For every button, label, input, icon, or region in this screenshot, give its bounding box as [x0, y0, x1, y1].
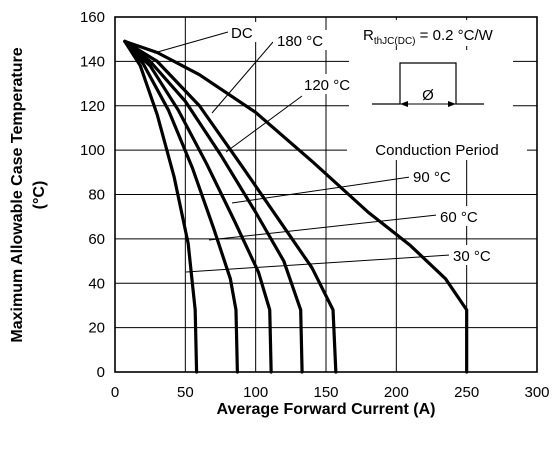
x-tick-label: 0 — [111, 384, 119, 401]
series-line-3 — [123, 39, 273, 374]
x-tick-label: 100 — [243, 384, 268, 401]
rth-subscript: thJC(DC) — [374, 36, 416, 47]
label-120-background — [300, 74, 362, 94]
rth-value: = 0.2 °C/W — [416, 27, 494, 44]
y-axis-title-line1: Maximum Allowable Case Temperature — [9, 47, 26, 342]
series-label-dc: DC — [231, 25, 253, 42]
x-axis-title: Average Forward Current (A) — [217, 401, 436, 418]
series-label-180: 180 °C — [277, 33, 323, 50]
inset-caption: Conduction Period — [375, 142, 498, 159]
series-label-90: 90 °C — [413, 169, 451, 186]
x-tick-label: 50 — [177, 384, 194, 401]
x-tick-label: 150 — [313, 384, 338, 401]
rth-symbol: R — [363, 27, 374, 44]
inset-background — [349, 50, 513, 140]
label-180-background — [273, 30, 335, 50]
y-axis-title-line2: (°C) — [31, 181, 48, 210]
leader-120 — [225, 95, 303, 153]
series-label-leaders — [153, 31, 451, 273]
x-tick-label: 250 — [454, 384, 479, 401]
x-tick-label: 300 — [524, 384, 549, 401]
series-line-1 — [123, 39, 338, 374]
label-30-background — [449, 245, 501, 265]
rth-annotation: RthJC(DC) = 0.2 °C/W — [363, 27, 494, 47]
series-label-30: 30 °C — [453, 248, 491, 265]
leader-60 — [208, 214, 438, 241]
y-tick-label: 120 — [80, 98, 105, 115]
rth-background — [358, 20, 535, 46]
y-tick-label: 80 — [88, 187, 105, 204]
x-tick-labels: 0 50 100 150 200 250 300 — [111, 384, 550, 401]
y-tick-label: 0 — [97, 364, 105, 381]
inset-caption-background — [347, 140, 527, 160]
y-tick-label: 140 — [80, 53, 105, 70]
series-label-60: 60 °C — [440, 209, 478, 226]
y-tick-label: 40 — [88, 275, 105, 292]
conduction-period-icon: Ø — [372, 62, 484, 107]
leader-dc — [153, 31, 229, 54]
series-line-4 — [123, 39, 239, 374]
plot-frame — [114, 16, 538, 373]
y-tick-label: 100 — [80, 142, 105, 159]
series-line-2 — [123, 39, 304, 374]
series-label-120: 120 °C — [304, 77, 350, 94]
y-tick-label: 60 — [88, 231, 105, 248]
label-60-background — [436, 206, 488, 226]
leader-180 — [211, 41, 274, 114]
leader-90 — [231, 176, 411, 204]
y-tick-labels: 0 20 40 60 80 100 120 140 160 — [80, 9, 105, 381]
inset-symbol: Ø — [422, 87, 434, 104]
x-tick-label: 200 — [384, 384, 409, 401]
series-line-5 — [123, 39, 199, 374]
leader-30 — [185, 254, 451, 273]
dc-label-background — [228, 22, 260, 42]
label-90-background — [409, 166, 461, 186]
y-tick-label: 20 — [88, 320, 105, 337]
y-tick-label: 160 — [80, 9, 105, 26]
